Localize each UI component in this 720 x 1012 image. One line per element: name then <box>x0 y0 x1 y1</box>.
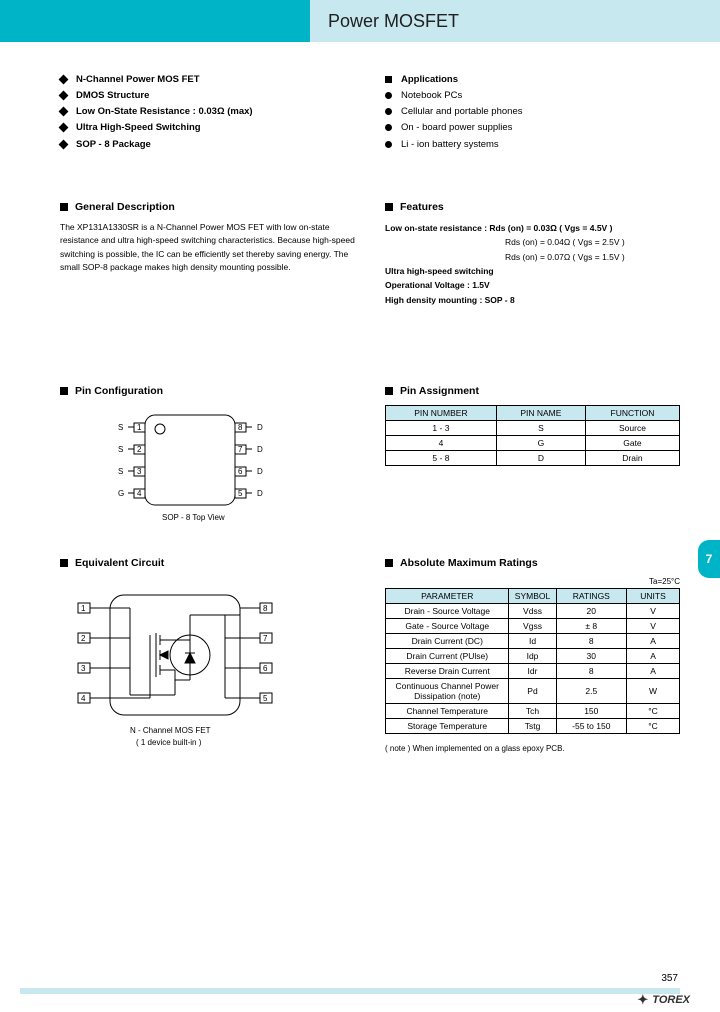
applications-list: Applications Notebook PCs Cellular and p… <box>385 72 680 153</box>
feature-line: Rds (on) = 0.04Ω ( Vgs = 2.5V ) <box>385 235 680 249</box>
svg-text:S: S <box>118 445 123 454</box>
highlight-item: DMOS Structure <box>60 88 355 104</box>
description-row: General Description The XP131A1330SR is … <box>60 201 680 308</box>
svg-text:D: D <box>257 489 263 498</box>
top-features-row: N-Channel Power MOS FET DMOS Structure L… <box>60 72 680 153</box>
highlight-item: Ultra High-Speed Switching <box>60 120 355 136</box>
svg-text:4: 4 <box>137 489 142 498</box>
table-header: FUNCTION <box>585 406 679 421</box>
footer-accent-bar <box>20 988 680 994</box>
general-description-title: General Description <box>60 201 355 213</box>
table-header: PIN NUMBER <box>386 406 497 421</box>
svg-text:S: S <box>118 467 123 476</box>
svg-text:D: D <box>257 467 263 476</box>
features-block: Low on-state resistance : Rds (on) = 0.0… <box>385 221 680 308</box>
svg-text:4: 4 <box>81 694 86 703</box>
feature-line: High density mounting : SOP - 8 <box>385 295 515 305</box>
logo-icon: ✦ <box>637 992 648 1008</box>
equivalent-circuit-diagram: 1 2 3 4 8 7 6 5 <box>60 585 355 757</box>
section-tab: 7 <box>698 540 720 578</box>
header-title: Power MOSFET <box>310 0 720 42</box>
svg-text:6: 6 <box>263 664 268 673</box>
svg-text:D: D <box>257 445 263 454</box>
features-title: Features <box>385 201 680 213</box>
bottom-row: Equivalent Circuit 1 2 3 4 8 7 6 5 <box>60 557 680 757</box>
svg-text:8: 8 <box>263 604 268 613</box>
application-item: On - board power supplies <box>385 120 680 136</box>
svg-text:7: 7 <box>263 634 268 643</box>
logo-text: TOREX <box>652 994 690 1006</box>
application-item: Notebook PCs <box>385 88 680 104</box>
pin-configuration-title: Pin Configuration <box>60 385 355 397</box>
svg-text:5: 5 <box>238 489 243 498</box>
product-highlights: N-Channel Power MOS FET DMOS Structure L… <box>60 72 355 153</box>
page-number: 357 <box>661 973 678 984</box>
pin-configuration-diagram: 1 S 2 S 3 S 4 G 8 D 7 D 6 D 5 D SOP - 8 Top View <box>90 405 355 527</box>
equivalent-circuit-title: Equivalent Circuit <box>60 557 355 569</box>
svg-text:G: G <box>118 489 124 498</box>
svg-text:S: S <box>118 423 123 432</box>
general-description-text: The XP131A1330SR is a N-Channel Power MO… <box>60 221 355 275</box>
application-item: Li - ion battery systems <box>385 137 680 153</box>
highlight-item: Low On-State Resistance : 0.03Ω (max) <box>60 104 355 120</box>
svg-text:3: 3 <box>137 467 142 476</box>
absolute-maximum-ratings-title: Absolute Maximum Ratings <box>385 557 680 569</box>
table-header: PIN NAME <box>496 406 585 421</box>
svg-text:SOP - 8 Top View: SOP - 8 Top View <box>162 513 225 522</box>
highlight-item: SOP - 8 Package <box>60 137 355 153</box>
pin-assignment-table: PIN NUMBER PIN NAME FUNCTION 1 - 3SSourc… <box>385 405 680 466</box>
svg-text:2: 2 <box>81 634 86 643</box>
svg-text:3: 3 <box>81 664 86 673</box>
svg-text:5: 5 <box>263 694 268 703</box>
pin-assignment-title: Pin Assignment <box>385 385 680 397</box>
header-bar: Power MOSFET <box>0 0 720 42</box>
svg-text:8: 8 <box>238 423 243 432</box>
svg-text:D: D <box>257 423 263 432</box>
feature-line: Low on-state resistance : Rds (on) = 0.0… <box>385 223 612 233</box>
svg-text:( 1 device built-in ): ( 1 device built-in ) <box>136 738 202 747</box>
applications-title: Applications <box>385 72 680 88</box>
header-accent-block <box>0 0 310 42</box>
svg-text:1: 1 <box>81 604 86 613</box>
svg-text:N - Channel MOS FET: N - Channel MOS FET <box>130 726 211 735</box>
page-content: N-Channel Power MOS FET DMOS Structure L… <box>0 42 720 767</box>
svg-text:2: 2 <box>137 445 142 454</box>
application-item: Cellular and portable phones <box>385 104 680 120</box>
highlight-item: N-Channel Power MOS FET <box>60 72 355 88</box>
svg-text:7: 7 <box>238 445 243 454</box>
pin-row: Pin Configuration 1 S 2 S 3 S 4 G 8 D 7 D 6 D <box>60 385 680 527</box>
svg-text:1: 1 <box>137 423 142 432</box>
feature-line: Ultra high-speed switching <box>385 264 680 278</box>
svg-text:6: 6 <box>238 467 243 476</box>
feature-line: Rds (on) = 0.07Ω ( Vgs = 1.5V ) <box>385 250 680 264</box>
feature-line: Operational Voltage : 1.5V <box>385 280 490 290</box>
amr-footnote: ( note ) When implemented on a glass epo… <box>385 744 680 753</box>
absolute-maximum-ratings-table: PARAMETER SYMBOL RATINGS UNITS Drain - S… <box>385 588 680 734</box>
brand-logo: ✦ TOREX <box>637 992 690 1008</box>
amr-condition-note: Ta=25°C <box>385 577 680 586</box>
